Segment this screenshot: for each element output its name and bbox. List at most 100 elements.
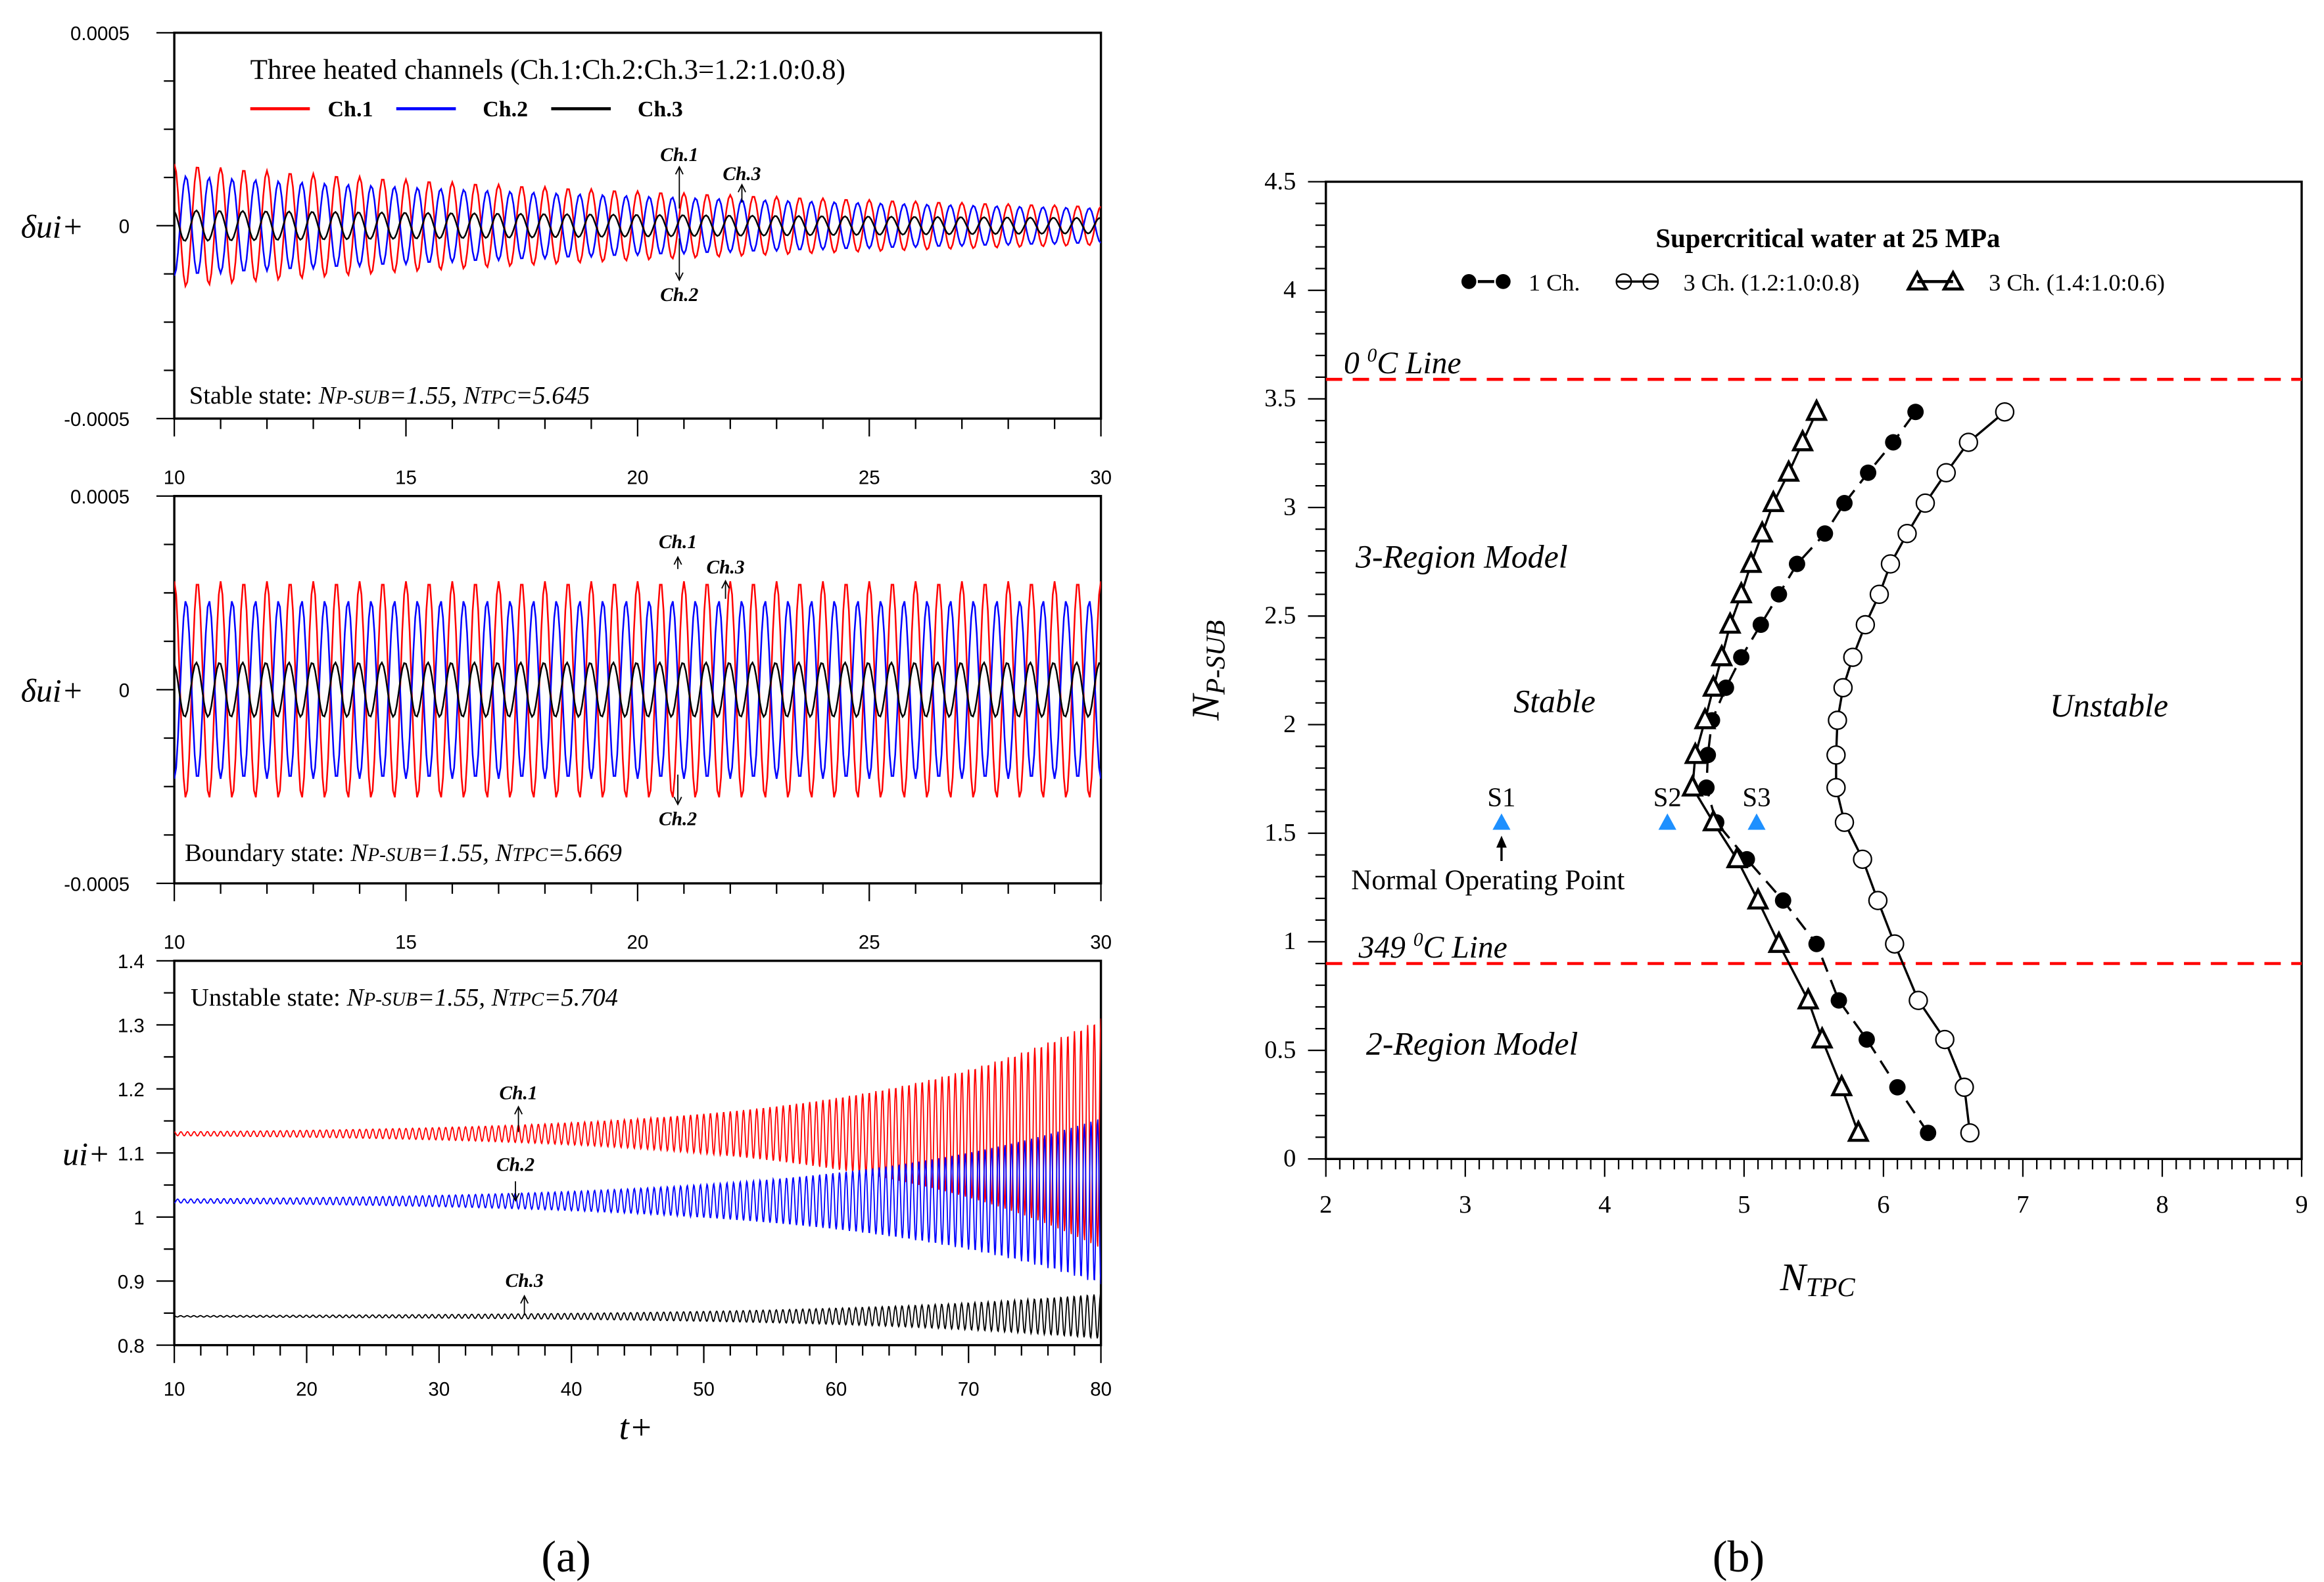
- state-var: N: [463, 382, 482, 409]
- x-tick-label: 25: [859, 932, 880, 954]
- ref-label-pre: 0: [1344, 346, 1367, 381]
- legend-label-ch2: Ch.2: [483, 97, 528, 122]
- data-point-3ch-b: [1791, 429, 1814, 452]
- x-tick-label: 5: [1738, 1191, 1750, 1219]
- x-axis-label-sub: TPC: [1806, 1272, 1856, 1302]
- data-point-1ch: [1836, 495, 1853, 511]
- axes-a-top: 10 15 20 25 30 0.0005 0 -0.0005 Ch.1 Ch.3 Ch.2: [64, 23, 1112, 488]
- annotation-two-region: 2-Region Model: [1366, 1026, 1578, 1062]
- data-point-3ch-b: [1740, 550, 1763, 573]
- y-tick-label: 0.9: [118, 1272, 145, 1293]
- data-point-3ch-a: [1915, 493, 1935, 513]
- series-line-ch3: [174, 1293, 1101, 1339]
- data-point-3ch-a: [1868, 891, 1888, 910]
- data-point-3ch-b: [1805, 398, 1828, 421]
- state-sub: TPC: [508, 989, 544, 1010]
- state-value: =1.55,: [417, 984, 492, 1012]
- ref-label-sup: 0: [1413, 929, 1423, 950]
- data-point-3ch-a: [1833, 678, 1853, 698]
- y-axis-label-var: N: [1184, 692, 1227, 721]
- series-line-ch2: [174, 601, 1101, 779]
- y-tick-label: 3: [1283, 493, 1296, 521]
- data-point-3ch-b: [1751, 519, 1774, 543]
- channel-annotation: Ch.3: [706, 557, 744, 578]
- plot-frame: [173, 32, 1103, 420]
- data-point-3ch-a: [1826, 778, 1846, 798]
- annotation-normal-point: Normal Operating Point: [1351, 865, 1624, 896]
- data-point-3ch-b: [1710, 643, 1734, 666]
- data-point-3ch-a: [1960, 1123, 1980, 1143]
- axes-b: 2 3 4 5 6 7 8 900.511.522.533.544.50 0C Line349…: [1184, 168, 2308, 1302]
- state-var: N: [318, 382, 337, 409]
- ref-label-pre: 349: [1358, 931, 1413, 965]
- legend-label-ch3: Ch.3: [638, 97, 683, 122]
- legend-label-1ch: 1 Ch.: [1529, 269, 1580, 296]
- state-value: =1.55,: [389, 382, 463, 409]
- arrow-head: [511, 1193, 520, 1202]
- series-line-ch1: [174, 581, 1101, 798]
- series-line-ch2: [174, 174, 1101, 277]
- arrow-head: [721, 579, 730, 589]
- annotation-stable: Stable: [1513, 683, 1596, 719]
- y-axis-label: δui+: [21, 208, 84, 244]
- state-var: N: [350, 839, 369, 867]
- legend-marker-3ch-a: [1642, 273, 1659, 290]
- state-value: =5.669: [548, 839, 622, 867]
- y-tick-label: 1.1: [118, 1144, 145, 1165]
- panel-b-title: Supercritical water at 25 MPa: [1655, 223, 2000, 253]
- data-point-1ch: [1858, 1031, 1875, 1048]
- operating-point-label: S1: [1487, 782, 1515, 812]
- data-point-1ch: [1816, 525, 1834, 542]
- y-tick-label: 1.5: [1264, 819, 1296, 847]
- state-sub: P-SUB: [367, 845, 421, 866]
- series-line-ch1: [174, 1018, 1101, 1247]
- y-axis-label: NP-SUB: [1184, 620, 1231, 722]
- y-axis-label-text: δui+: [21, 208, 84, 244]
- x-tick-label: 80: [1090, 1379, 1112, 1401]
- y-axis-label: ui+: [62, 1136, 110, 1172]
- operating-point-marker: [1658, 813, 1676, 830]
- x-tick-label: 25: [859, 467, 880, 489]
- arrow-head: [673, 555, 682, 565]
- y-tick-label: 1.4: [118, 951, 145, 973]
- data-point-3ch-b: [1681, 774, 1704, 797]
- y-tick-label: 0.0005: [70, 486, 130, 508]
- data-point-3ch-a: [1909, 990, 1928, 1010]
- data-point-1ch: [1920, 1125, 1937, 1142]
- state-value: =5.645: [515, 382, 590, 409]
- data-point-3ch-a: [1834, 812, 1855, 832]
- y-tick-label: 0.0005: [70, 23, 130, 45]
- series-line-ch3: [174, 661, 1101, 718]
- data-point-3ch-b: [1694, 706, 1717, 730]
- data-point-3ch-a: [1897, 524, 1917, 544]
- legend-label-3ch-a: 3 Ch. (1.2:1.0:0.8): [1684, 269, 1860, 296]
- state-sub: P-SUB: [363, 989, 417, 1010]
- data-point-3ch-a: [1843, 647, 1862, 667]
- panel-a-label: (a): [541, 1531, 590, 1581]
- data-point-1ch: [1889, 1079, 1906, 1096]
- state-prefix: Unstable state:: [191, 984, 346, 1012]
- y-tick-label: 1: [1283, 927, 1296, 955]
- channel-annotation: Ch.2: [660, 285, 698, 306]
- data-point-3ch-b: [1701, 808, 1725, 831]
- y-tick-label: 0: [1283, 1145, 1296, 1173]
- panel-b-label: (b): [1713, 1531, 1765, 1581]
- y-tick-label: 3.5: [1264, 384, 1296, 412]
- data-point-1ch: [1752, 617, 1769, 633]
- legend-a: Ch.1 Ch.2 Ch.3: [250, 97, 683, 122]
- series-line-ch1: [174, 164, 1101, 289]
- data-point-1ch: [1830, 992, 1847, 1009]
- y-tick-label: 1.2: [118, 1079, 145, 1101]
- y-tick-label: 2: [1283, 710, 1296, 738]
- x-tick-label: 20: [627, 932, 648, 954]
- x-tick-label: 60: [826, 1379, 847, 1401]
- state-annotation: Unstable state: NP-SUB=1.55, NTPC=5.704: [191, 984, 618, 1012]
- x-tick-label: 8: [2156, 1191, 2168, 1219]
- data-point-3ch-b: [1726, 845, 1749, 868]
- data-point-3ch-a: [1869, 584, 1889, 605]
- y-tick-label: 4: [1283, 276, 1296, 304]
- legend-label-ch1: Ch.1: [328, 97, 373, 122]
- data-point-3ch-b: [1811, 1025, 1834, 1049]
- data-point-1ch: [1770, 586, 1788, 603]
- plot-frame: [173, 495, 1103, 885]
